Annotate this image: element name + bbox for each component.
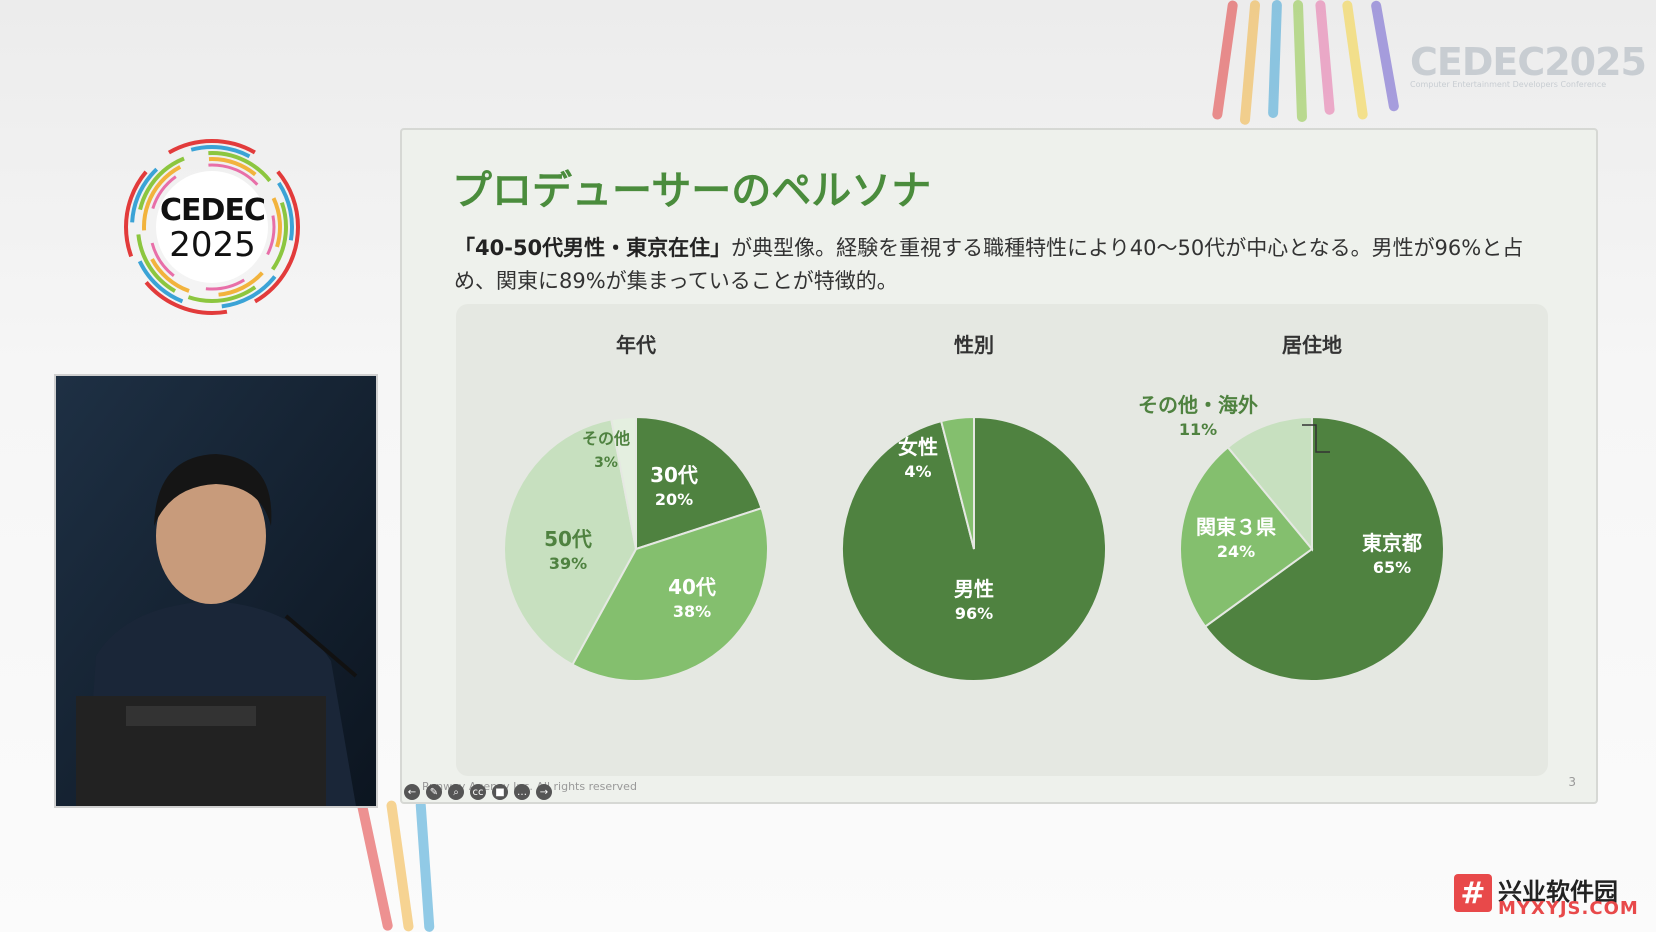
label-leader-line (1302, 424, 1330, 453)
circle-logo-year: 2025 (169, 225, 256, 265)
description-highlight: 「40-50代男性・東京在住」 (454, 236, 732, 260)
pen-icon[interactable]: ✎ (426, 784, 442, 800)
slide-page-number: 3 (1568, 775, 1576, 789)
chart-title: 居住地 (1282, 333, 1342, 357)
slice-label: 40代 (668, 575, 716, 599)
slice-label: 関東３県 (1196, 515, 1276, 539)
pie-slice (571, 506, 769, 682)
more-icon[interactable]: … (514, 784, 530, 800)
slice-value-label: 65% (1373, 558, 1411, 577)
circle-logo-graphic (124, 139, 300, 315)
pie-slice (939, 415, 975, 550)
slice-label: 東京都 (1362, 531, 1422, 555)
speaker-image (56, 376, 376, 806)
chart-title: 性別 (954, 333, 994, 357)
watermark-cn: 兴业软件园 (1498, 878, 1618, 906)
description-text: が典型像。経験を重視する職種特性により40〜50代が中心となる。男性が96%と占… (454, 236, 1524, 293)
pie-slice (610, 415, 637, 550)
slice-label: 男性 (954, 577, 994, 601)
pie-slice (1179, 445, 1314, 628)
decorative-stripes-bottom (356, 799, 480, 932)
site-watermark: # 兴业软件园 MYXYJS.COM (1454, 872, 1654, 922)
slide-description: 「40-50代男性・東京在住」が典型像。経験を重視する職種特性により40〜50代… (454, 232, 1524, 298)
logo-name: CEDEC (1410, 40, 1545, 84)
speaker-video-feed (54, 374, 378, 808)
slice-value-label: 24% (1217, 542, 1255, 561)
pie-slice (503, 418, 638, 667)
presentation-controls: ← ✎ ⌕ cc ■ … → (404, 784, 552, 800)
slice-value-label: 3% (594, 455, 618, 471)
slice-value-label: 4% (904, 462, 931, 481)
slice-value-label: 96% (955, 604, 993, 623)
cedec-header-logo: CEDEC2025 Computer Entertainment Develop… (1410, 40, 1647, 90)
slice-value-label: 20% (655, 490, 693, 509)
pie-slice (1203, 415, 1445, 682)
logo-year: 2025 (1544, 40, 1647, 84)
slice-label: 50代 (544, 527, 592, 551)
slice-value-label: 38% (673, 602, 711, 621)
watermark-en: MYXYJS.COM (1498, 898, 1639, 919)
logo-subtitle: Computer Entertainment Developers Confer… (1410, 80, 1607, 89)
hash-icon: # (1454, 874, 1492, 912)
slice-label: その他 (582, 429, 630, 448)
forward-arrow-icon[interactable]: → (536, 784, 552, 800)
slice-label: その他・海外 (1138, 393, 1258, 417)
captions-icon[interactable]: cc (470, 784, 486, 800)
slide-title: プロデューサーのペルソナ (452, 168, 932, 214)
chart-panel: 年代 30代 20% 40代 38% 50代 39% その他 3% 性別男性 96% 女性 4% 居住地東… (456, 304, 1548, 776)
pie-slice (1226, 415, 1313, 552)
slice-label: 女性 (898, 435, 938, 459)
cedec-circle-logo: CEDEC 2025 (120, 135, 305, 320)
slice-label: 30代 (650, 463, 698, 487)
camera-icon[interactable]: ■ (492, 784, 508, 800)
slice-value-label: 39% (549, 554, 587, 573)
chart-title: 年代 (616, 333, 656, 357)
slice-value-label: 11% (1179, 420, 1217, 439)
circle-logo-name: CEDEC (160, 193, 266, 228)
presentation-slide: プロデューサーのペルソナ 「40-50代男性・東京在住」が典型像。経験を重視する… (400, 128, 1598, 804)
back-arrow-icon[interactable]: ← (404, 784, 420, 800)
zoom-icon[interactable]: ⌕ (448, 784, 464, 800)
pie-slice (635, 415, 763, 551)
